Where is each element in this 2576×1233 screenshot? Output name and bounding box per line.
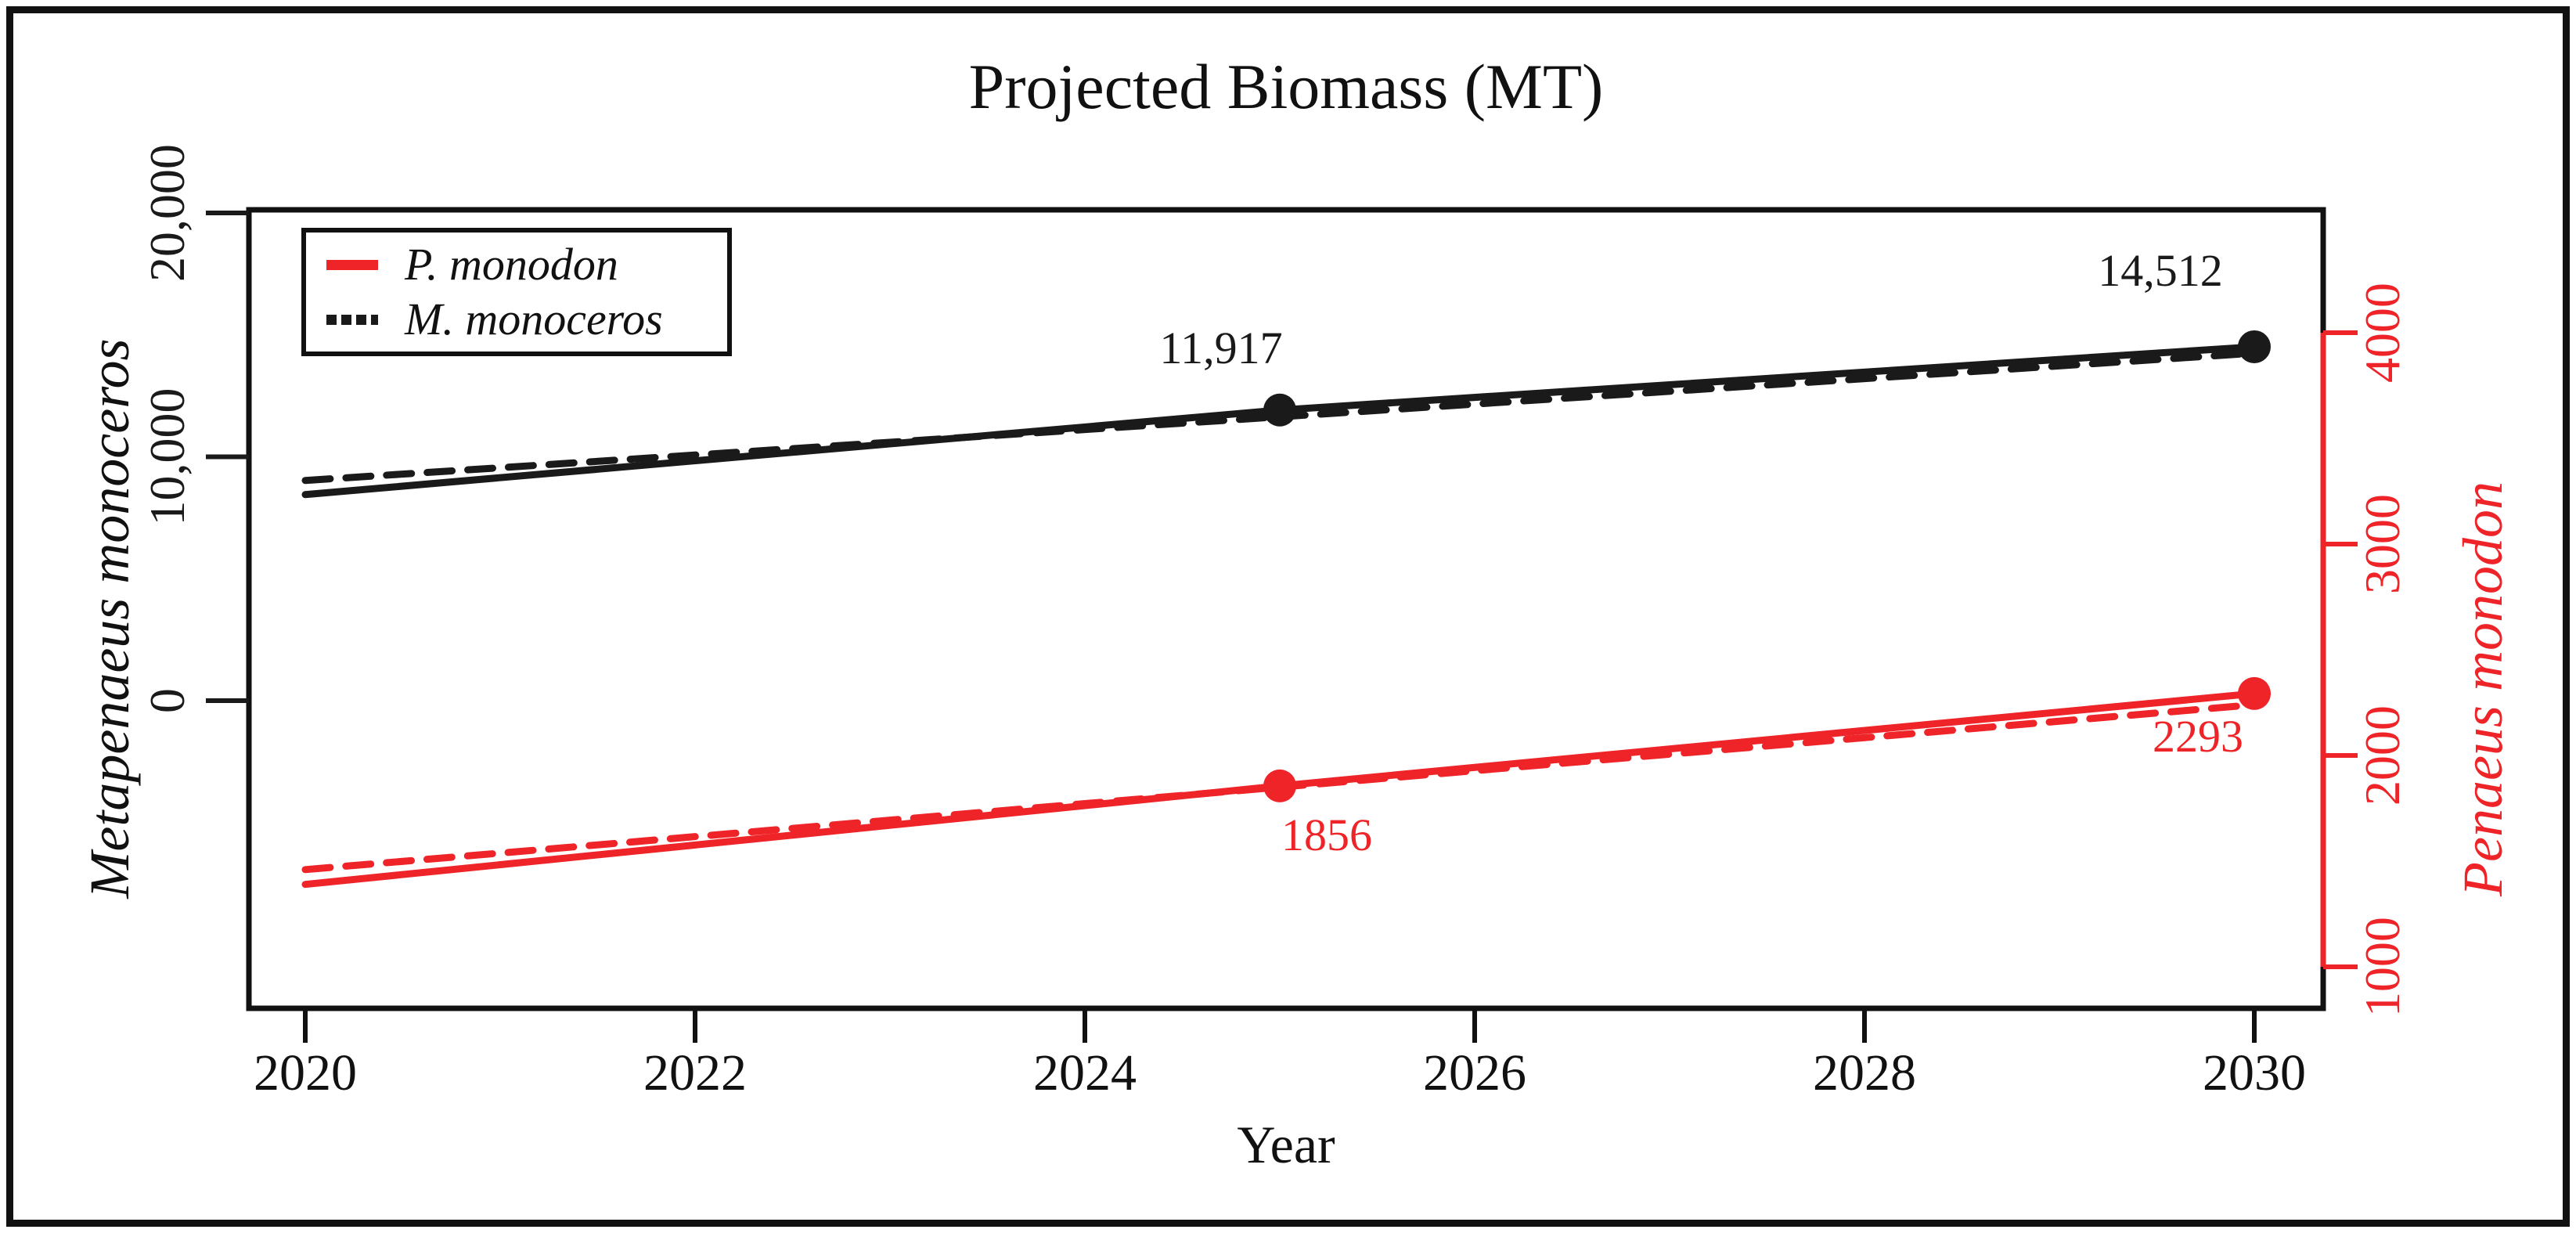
x-tick-label: 2026	[1423, 1044, 1526, 1101]
data-point-label: 1856	[1281, 809, 1372, 860]
legend-swatch-red-line	[326, 259, 378, 270]
data-point	[1263, 393, 1296, 427]
legend-swatch-black-line	[326, 314, 378, 325]
data-point-label: 11,917	[1159, 323, 1282, 373]
left-tick-label: 0	[139, 688, 195, 713]
legend-item-m-monoceros: M. monoceros	[326, 297, 727, 342]
figure-border	[6, 6, 2570, 1227]
legend-label: P. monodon	[405, 239, 618, 290]
left-tick-label: 10,000	[139, 388, 195, 526]
legend-label: M. monoceros	[405, 294, 663, 344]
left-axis-title: Metapenaeus monoceros	[78, 338, 141, 899]
data-point-label: 14,512	[2098, 245, 2223, 296]
data-point	[1263, 769, 1296, 802]
right-tick-label: 3000	[2354, 494, 2410, 594]
x-tick-label: 2020	[254, 1044, 357, 1101]
x-axis-title: Year	[1237, 1115, 1335, 1174]
data-point-label: 2293	[2153, 711, 2243, 762]
right-tick-label: 2000	[2354, 705, 2410, 806]
x-tick-label: 2022	[643, 1044, 747, 1101]
data-point	[2238, 676, 2271, 710]
data-point	[2238, 330, 2271, 363]
right-tick-label: 1000	[2354, 917, 2410, 1017]
x-tick-label: 2030	[2203, 1044, 2306, 1101]
legend-item-p-monodon: P. monodon	[326, 242, 727, 287]
chart-title: Projected Biomass (MT)	[968, 51, 1604, 122]
legend: P. monodon M. monoceros	[301, 228, 732, 356]
x-tick-label: 2028	[1813, 1044, 1916, 1101]
right-tick-label: 4000	[2354, 283, 2410, 383]
left-tick-label: 20,000	[139, 144, 195, 282]
x-tick-label: 2024	[1033, 1044, 1137, 1101]
right-axis-title: Penaeus monodon	[2452, 481, 2514, 896]
